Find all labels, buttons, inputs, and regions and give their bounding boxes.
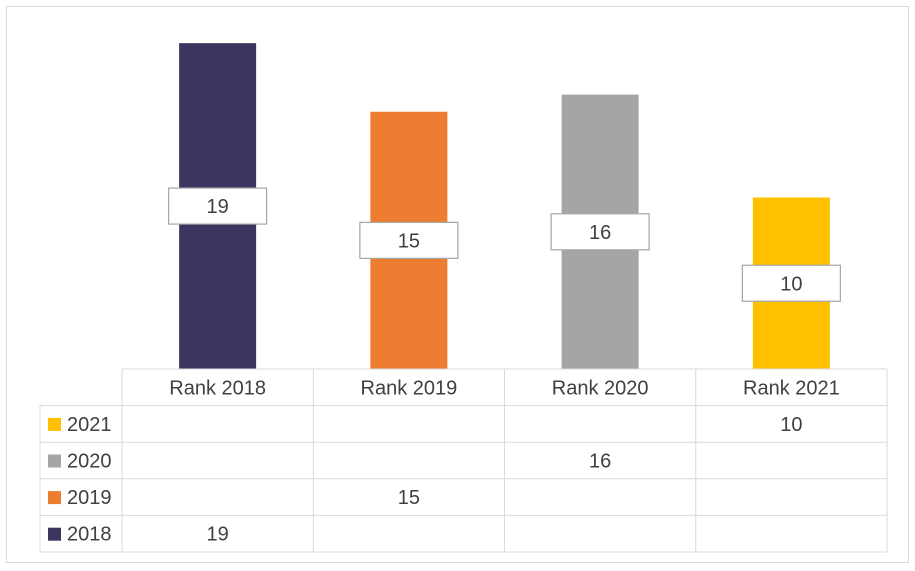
data-label-box-2021 <box>741 264 841 302</box>
category-label: Rank 2019 <box>361 377 458 399</box>
category-label: Rank 2021 <box>743 377 840 399</box>
data-label-box-2019 <box>359 221 459 259</box>
legend-label-2019: 2019 <box>67 487 112 509</box>
legend-label-2020: 2020 <box>67 451 112 473</box>
legend-swatch-2018 <box>48 527 61 541</box>
data-label-box-2020 <box>550 213 650 251</box>
table-cell-value: 10 <box>780 414 802 436</box>
legend-label-2018: 2018 <box>67 524 112 546</box>
data-label-2019: 15 <box>398 230 420 252</box>
table-cell-value: 19 <box>207 524 229 546</box>
legend-label-2021: 2021 <box>67 414 112 436</box>
data-label-box-2018 <box>168 187 268 225</box>
legend-swatch-2020 <box>48 454 61 468</box>
legend-swatch-2021 <box>48 417 61 431</box>
data-label-2018: 19 <box>207 196 229 218</box>
data-label-2020: 16 <box>589 222 611 244</box>
category-label: Rank 2020 <box>552 377 649 399</box>
category-label: Rank 2018 <box>169 377 266 399</box>
data-label-2021: 10 <box>780 273 802 295</box>
legend-swatch-2019 <box>48 491 61 505</box>
table-cell-value: 16 <box>589 451 611 473</box>
table-cell-value: 15 <box>398 487 420 509</box>
